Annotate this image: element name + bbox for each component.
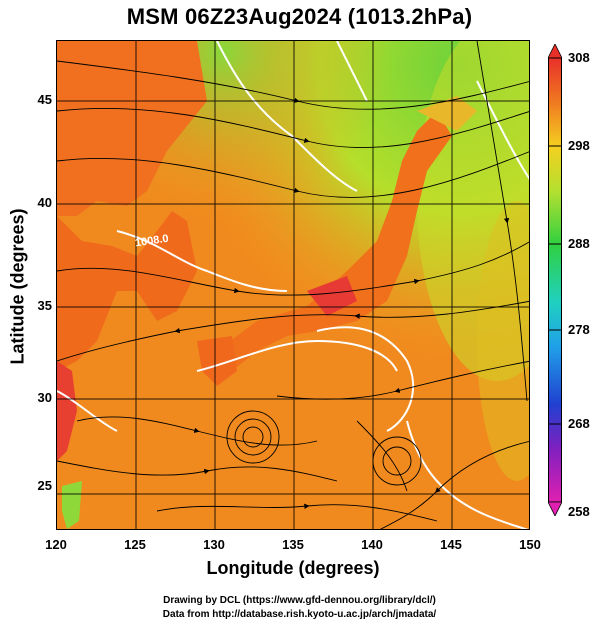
y-tick-label: 45 (37, 92, 52, 107)
colorbar-tick-label: 258 (568, 504, 590, 519)
colorbar-tick-label: 308 (568, 50, 590, 65)
x-tick-label: 130 (203, 537, 225, 552)
credit-drawing: Drawing by DCL (https://www.gfd-dennou.o… (163, 595, 436, 606)
wind-streamlines (57, 41, 529, 529)
taiwan-land (62, 481, 82, 529)
colorbar-tick-label: 268 (568, 416, 590, 431)
x-tick-label: 120 (45, 537, 67, 552)
colorbar-tick-label: 288 (568, 236, 590, 251)
x-tick-label: 125 (124, 537, 146, 552)
x-tick-label: 140 (361, 537, 383, 552)
y-axis-label: Latitude (degrees) (7, 208, 28, 365)
circulation-eddy (226, 410, 422, 486)
korea-china-land (57, 211, 197, 371)
y-tick-label: 35 (37, 298, 52, 313)
y-tick-label: 25 (37, 478, 52, 493)
colorbar-tick-label: 298 (568, 138, 590, 153)
continent-land (57, 41, 207, 216)
x-axis-label: Longitude (degrees) (206, 558, 380, 578)
map-plot-area: 1008.0 (56, 40, 530, 530)
map-field-svg (57, 41, 529, 529)
credit-data-source: Data from http://database.rish.kyoto-u.a… (162, 609, 437, 620)
map-title: MSM 06Z23Aug2024 (1013.2hPa) (126, 4, 473, 29)
y-tick-label: 30 (37, 390, 52, 405)
colorbar (548, 44, 562, 516)
colorbar-tick-label: 278 (568, 322, 590, 337)
y-tick-label: 40 (37, 195, 52, 210)
x-tick-label: 135 (282, 537, 304, 552)
x-tick-label: 150 (519, 537, 541, 552)
x-tick-label: 145 (440, 537, 462, 552)
